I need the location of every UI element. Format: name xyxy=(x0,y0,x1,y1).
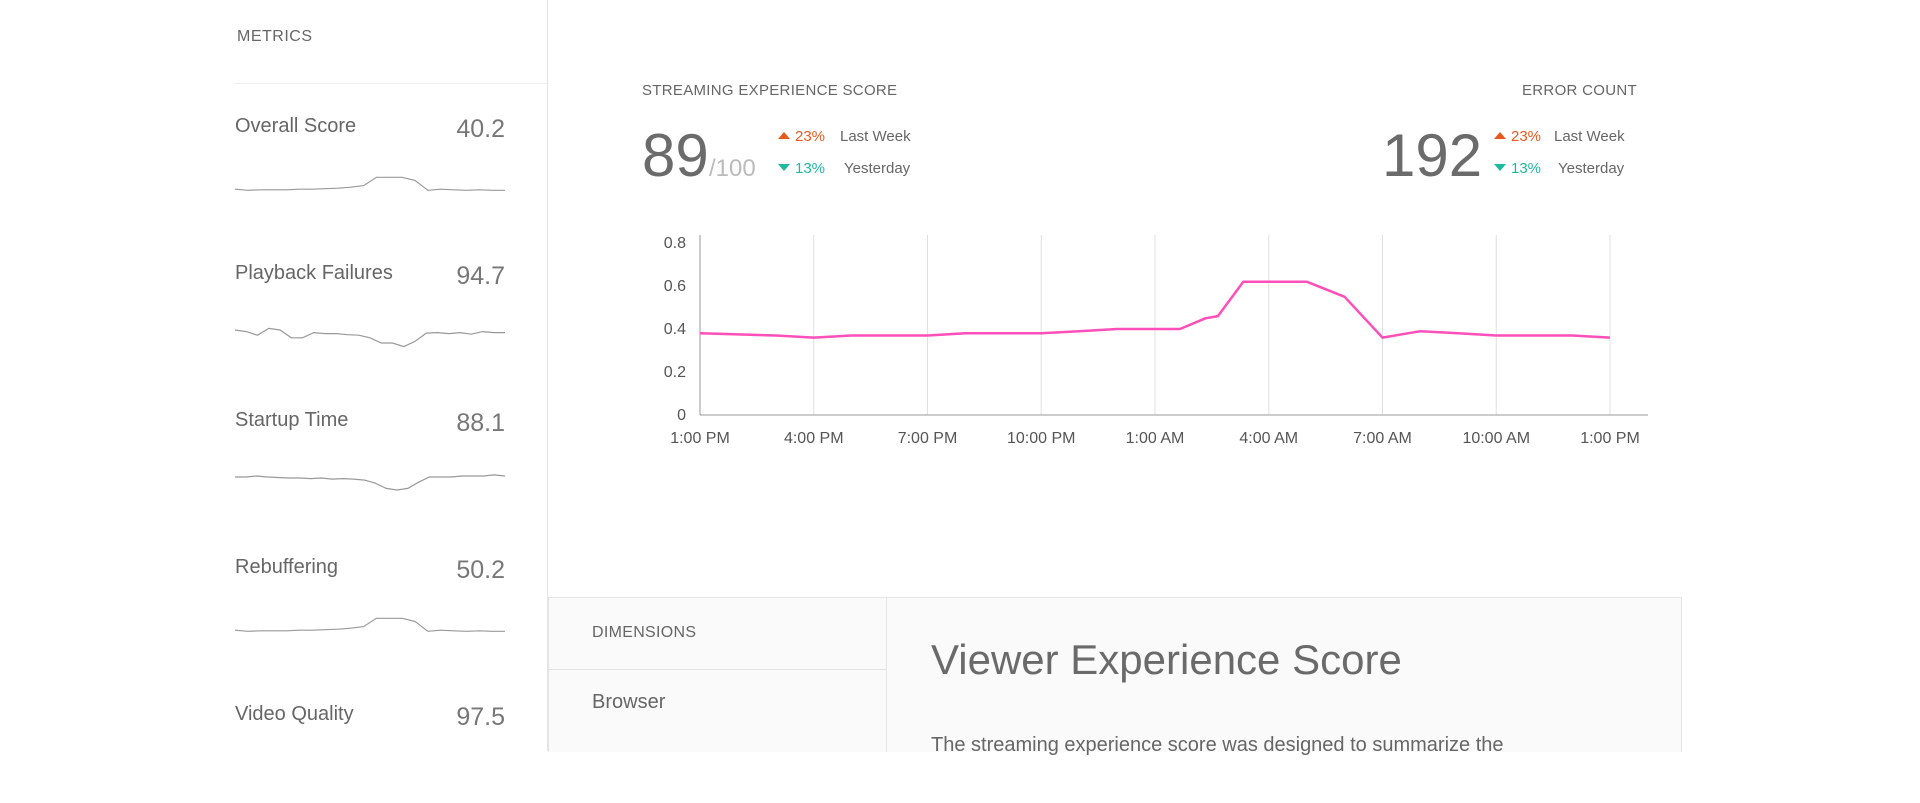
delta-label: Yesterday xyxy=(1558,160,1625,177)
delta-label: Last Week xyxy=(1554,128,1625,145)
sparkline xyxy=(235,617,505,632)
sparkline xyxy=(235,176,505,191)
dimensions-header: DIMENSIONS xyxy=(592,624,697,641)
sidebar-divider xyxy=(235,83,547,84)
sparkline-path xyxy=(235,176,505,191)
errors-last-week-delta: 23% xyxy=(1494,128,1541,145)
x-tick-label: 10:00 PM xyxy=(1007,430,1075,447)
metric-rebuffering[interactable]: Rebuffering 50.2 xyxy=(235,556,505,656)
metric-name: Rebuffering xyxy=(235,556,339,578)
arrow-down-icon xyxy=(1494,164,1506,171)
score-line-chart: 1:00 PM 4:00 PM 7:00 PM 10:00 PM 1:00 AM 4:00… xyxy=(664,235,1648,447)
dimensions-divider xyxy=(549,669,886,670)
dimensions-panel: DIMENSIONS Browser xyxy=(549,598,887,752)
metric-startup-time[interactable]: Startup Time 88.1 xyxy=(235,409,505,509)
metric-value: 50.2 xyxy=(456,556,505,584)
metric-value: 94.7 xyxy=(456,262,505,290)
y-tick-label: 0 xyxy=(677,407,686,424)
kpi-score-suffix: /100 xyxy=(709,155,756,182)
x-tick-label: 10:00 AM xyxy=(1462,430,1530,447)
score-yesterday-delta: 13% xyxy=(778,160,825,177)
kpi-errors-value: 192 xyxy=(1382,122,1483,189)
x-tick-label: 7:00 AM xyxy=(1353,430,1412,447)
kpi-errors-label: ERROR COUNT xyxy=(1522,82,1637,99)
metric-value: 40.2 xyxy=(456,115,505,143)
viewer-experience-title: Viewer Experience Score xyxy=(931,636,1402,683)
kpi-score-value: 89 xyxy=(642,122,709,189)
bottom-panel: DIMENSIONS Browser Viewer Experience Sco… xyxy=(548,597,1682,756)
sparkline-path xyxy=(235,617,505,632)
metric-name: Video Quality xyxy=(235,703,354,725)
delta-value: 23% xyxy=(1511,128,1542,145)
metric-value: 97.5 xyxy=(456,703,505,731)
metrics-header: METRICS xyxy=(237,28,313,45)
metric-playback-failures[interactable]: Playback Failures 94.7 xyxy=(235,262,505,362)
sparkline-path xyxy=(235,327,505,348)
arrow-up-icon xyxy=(778,132,790,139)
metric-name: Startup Time xyxy=(235,409,349,431)
y-tick-label: 0.4 xyxy=(664,321,686,338)
metric-value: 88.1 xyxy=(456,409,505,437)
x-tick-label: 1:00 PM xyxy=(670,430,730,447)
score-series-line xyxy=(699,280,1611,339)
delta-value: 13% xyxy=(795,160,826,177)
score-last-week-delta: 23% xyxy=(778,128,825,145)
dimension-item-browser[interactable]: Browser xyxy=(592,691,666,713)
metric-name: Playback Failures xyxy=(235,262,393,284)
x-tick-label: 1:00 PM xyxy=(1580,430,1640,447)
sparkline xyxy=(235,327,505,348)
y-tick-label: 0.2 xyxy=(664,364,686,381)
delta-value: 13% xyxy=(1511,160,1542,177)
delta-label: Last Week xyxy=(840,128,911,145)
y-tick-label: 0.6 xyxy=(664,278,686,295)
delta-label: Yesterday xyxy=(844,160,911,177)
metric-name: Overall Score xyxy=(235,115,357,137)
metrics-sidebar: METRICS Overall Score 40.2 Playback Fail… xyxy=(0,0,548,751)
kpi-score-label: STREAMING EXPERIENCE SCORE xyxy=(642,82,898,99)
sparkline xyxy=(235,474,505,491)
arrow-down-icon xyxy=(778,164,790,171)
delta-value: 23% xyxy=(795,128,826,145)
x-tick-label: 1:00 AM xyxy=(1126,430,1185,447)
sparkline-path xyxy=(235,474,505,491)
y-tick-label: 0.8 xyxy=(664,235,686,252)
x-tick-label: 4:00 PM xyxy=(784,430,844,447)
x-tick-label: 7:00 PM xyxy=(898,430,958,447)
errors-yesterday-delta: 13% xyxy=(1494,160,1541,177)
viewer-experience-body: The streaming experience score was desig… xyxy=(931,734,1504,756)
metric-overall-score[interactable]: Overall Score 40.2 xyxy=(235,115,505,215)
x-tick-label: 4:00 AM xyxy=(1239,430,1298,447)
metric-video-quality[interactable]: Video Quality 97.5 xyxy=(235,703,505,803)
arrow-up-icon xyxy=(1494,132,1506,139)
